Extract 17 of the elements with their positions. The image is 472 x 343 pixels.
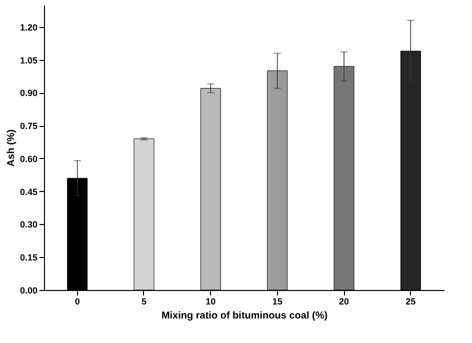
x-axis-title: Mixing ratio of bituminous coal (%): [161, 310, 328, 322]
x-tick-label: 20: [338, 296, 350, 306]
x-tick-label: 25: [406, 296, 416, 306]
x-tick-label: 10: [206, 296, 216, 306]
x-tick-label: 15: [272, 296, 282, 306]
y-tick-label: 0.75: [20, 121, 38, 132]
x-tick-label: 0: [74, 296, 80, 306]
y-tick-label: 0.30: [20, 220, 38, 230]
y-tick-label: 0.60: [20, 154, 38, 164]
x-tick-label: 5: [141, 296, 147, 306]
y-tick-label: 0.00: [20, 286, 38, 296]
y-axis-title: Ash (%): [6, 129, 17, 167]
y-tick-label: 0.90: [20, 88, 38, 98]
y-tick-label: 0.45: [20, 186, 38, 197]
y-tick-label: 1.20: [20, 22, 38, 32]
y-tick-label: 1.05: [20, 55, 38, 66]
y-tick-label: 0.15: [20, 252, 38, 263]
